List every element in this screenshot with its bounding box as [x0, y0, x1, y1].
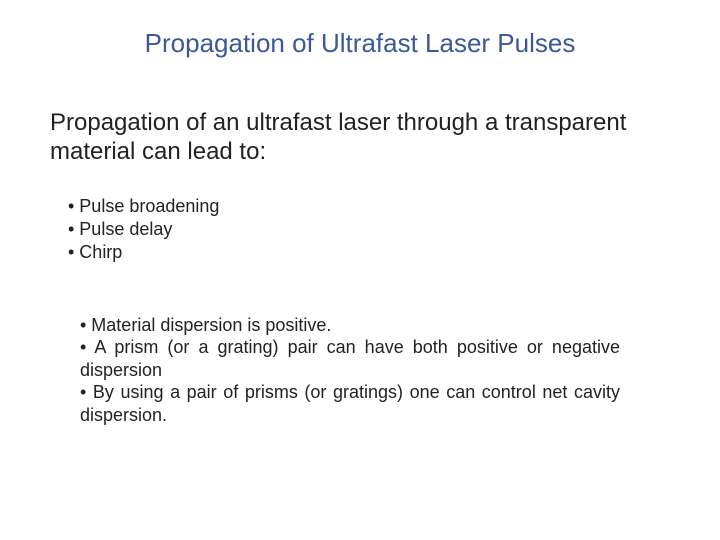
- bullet-list-1: • Pulse broadening • Pulse delay • Chirp: [68, 195, 670, 264]
- list-item: • Chirp: [68, 241, 670, 264]
- list-item: • Pulse broadening: [68, 195, 670, 218]
- bullet-list-2: • Material dispersion is positive. • A p…: [80, 314, 620, 427]
- list-item: • Material dispersion is positive.: [80, 314, 620, 337]
- list-item: • A prism (or a grating) pair can have b…: [80, 336, 620, 381]
- list-item: • By using a pair of prisms (or gratings…: [80, 381, 620, 426]
- intro-text: Propagation of an ultrafast laser throug…: [50, 109, 670, 167]
- bullet-list-2-wrapper: • Material dispersion is positive. • A p…: [80, 314, 620, 427]
- slide-title: Propagation of Ultrafast Laser Pulses: [50, 28, 670, 59]
- list-item: • Pulse delay: [68, 218, 670, 241]
